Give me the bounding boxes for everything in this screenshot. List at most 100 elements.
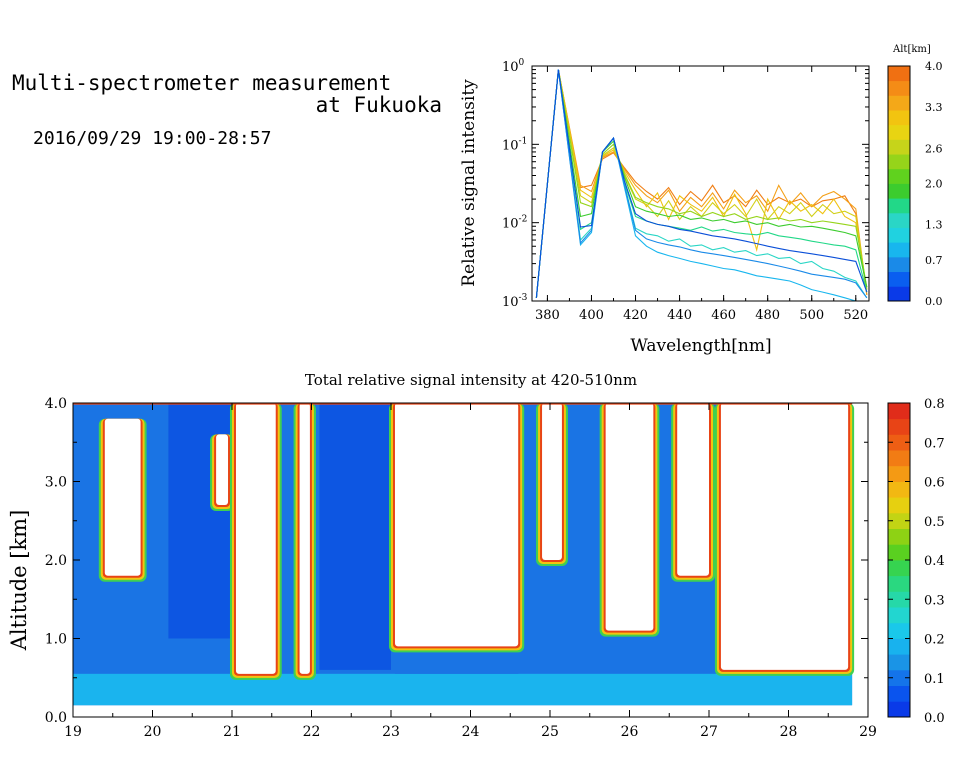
heatmap-y-tick-label: 2.0 [45,553,67,569]
spectrum-x-tick-label: 420 [623,308,648,323]
intensity-colorbar-block [888,418,910,435]
altitude-colorbar-tick-label: 2.0 [925,178,943,191]
intensity-colorbar-block [888,465,910,482]
intensity-colorbar-tick-label: 0.4 [924,554,945,569]
intensity-colorbar-tick-label: 0.3 [924,593,945,608]
intensity-colorbar-block [888,560,910,577]
spectrum-x-tick-label: 460 [711,308,736,323]
heatmap-x-tick-label: 26 [621,724,639,740]
altitude-colorbar-block [888,110,910,126]
altitude-colorbar: 0.0 0.7 1.3 2.0 2.6 3.3 4.0 Alt[km] [887,44,943,308]
spectrum-x-tick-label: 520 [843,308,868,323]
spectrum-series-line [535,69,868,298]
intensity-colorbar-block [888,575,910,592]
title-line-1: Multi-spectrometer measurement [12,71,392,95]
heatmap-region [394,403,519,647]
spectrum-x-axis-label: Wavelength[nm] [630,336,771,356]
intensity-colorbar-block [888,591,910,608]
intensity-colorbar-block [888,497,910,514]
heatmap-x-tick-label: 25 [541,724,559,740]
altitude-colorbar-block [888,242,910,258]
intensity-colorbar-block [888,544,910,561]
spectrum-x-tick-label: 380 [535,308,560,323]
intensity-colorbar-block [888,512,910,529]
intensity-colorbar-ticks: 0.0 0.1 0.2 0.3 0.4 0.5 0.6 0.7 0.8 [888,397,945,726]
heatmap-field [73,403,868,717]
heatmap-x-tick-label: 23 [382,724,400,740]
spectrum-y-tick-label: 10-2 [502,215,527,232]
altitude-colorbar-block [888,271,910,287]
intensity-colorbar-block [888,403,910,420]
spectrum-y-axis-label: Relative signal intensity [459,79,479,287]
heatmap-x-tick-label: 21 [223,724,241,740]
altitude-colorbar-block [888,256,910,273]
altitude-colorbar-tick-label: 0.7 [925,254,943,267]
spectrum-x-tick-label: 400 [579,308,604,323]
heatmap-x-tick-label: 22 [303,724,321,740]
altitude-colorbar-tick-label: 3.3 [925,101,943,114]
altitude-colorbar-block [888,212,910,228]
spectrum-y-tick-label: 100 [502,58,525,75]
intensity-colorbar-block [888,654,910,671]
intensity-colorbar-block [888,622,910,639]
title-line-2: at Fukuoka [315,93,442,117]
spectrum-series-group [535,69,868,301]
intensity-colorbar-blocks [888,403,910,718]
spectrum-plot-frame [531,65,870,302]
intensity-colorbar-tick-label: 0.5 [924,515,945,530]
altitude-colorbar-block [888,183,910,199]
heatmap-region [235,403,276,674]
altitude-colorbar-label: Alt[km] [892,44,931,55]
spectrum-series-line [535,69,868,298]
heatmap-region [104,418,141,576]
spectrum-series-line [535,69,868,298]
intensity-colorbar-block [888,450,910,467]
spectrum-x-tick-label: 500 [799,308,824,323]
heatmap-x-tick-label: 29 [859,724,877,740]
measurement-datetime: 2016/09/29 19:00-28:57 [33,128,272,149]
altitude-colorbar-block [888,80,910,96]
spectrum-y-tick-label: 10-1 [502,136,527,153]
altitude-colorbar-block [888,198,910,214]
heatmap-region [299,403,310,674]
spectrum-y-tick-label: 10-3 [502,293,528,310]
heatmap-region [605,403,654,631]
heatmap-low-intensity-band [319,403,391,670]
altitude-colorbar-ticks: 0.0 0.7 1.3 2.0 2.6 3.3 4.0 [925,60,943,308]
heatmap-y-tick-label: 3.0 [45,475,67,491]
intensity-colorbar-tick-label: 0.2 [924,633,945,648]
altitude-colorbar-frame [887,65,911,302]
heatmap-y-tick-label: 4.0 [45,396,67,412]
altitude-colorbar-block [888,286,910,302]
altitude-colorbar-blocks [888,66,910,302]
heatmap-regions [73,403,855,680]
altitude-colorbar-tick-label: 1.3 [925,219,943,232]
intensity-colorbar-tick-label: 0.1 [924,672,945,687]
spectrum-series-line [535,69,868,298]
heatmap-axis-ticks: 19 20 21 22 23 24 25 26 27 28 29 0.0 1.0 2.0 3.0 4.0 [45,396,877,740]
intensity-colorbar: 0.0 0.1 0.2 0.3 0.4 0.5 0.6 0.7 0.8 [887,397,945,726]
spectrum-series-line [535,69,868,298]
intensity-colorbar-tick-label: 0.7 [924,436,945,451]
heatmap-y-tick-label: 0.0 [45,710,67,726]
heatmap-near-ground-band [73,673,853,706]
heatmap-y-axis-label: Altitude [km] [7,510,31,652]
intensity-colorbar-block [888,528,910,545]
altitude-colorbar-tick-label: 0.0 [925,295,943,308]
heatmap-region [216,434,229,506]
altitude-colorbar-block [888,227,910,243]
spectrum-series-line [535,69,868,298]
intensity-colorbar-block [888,607,910,624]
heatmap-region [677,403,709,576]
altitude-colorbar-block [888,154,910,170]
heatmap-x-tick-label: 27 [700,724,718,740]
heatmap-y-tick-label: 1.0 [45,632,67,648]
intensity-colorbar-block [888,434,910,451]
heatmap-x-tick-label: 19 [64,724,82,740]
heatmap-region [542,403,562,560]
altitude-colorbar-block [888,95,910,111]
intensity-colorbar-block [888,685,910,702]
spectrum-line-chart: 380 400 420 440 460 480 500 52010-310-210-1100 … [459,58,870,356]
spectrum-x-tick-label: 440 [667,308,692,323]
